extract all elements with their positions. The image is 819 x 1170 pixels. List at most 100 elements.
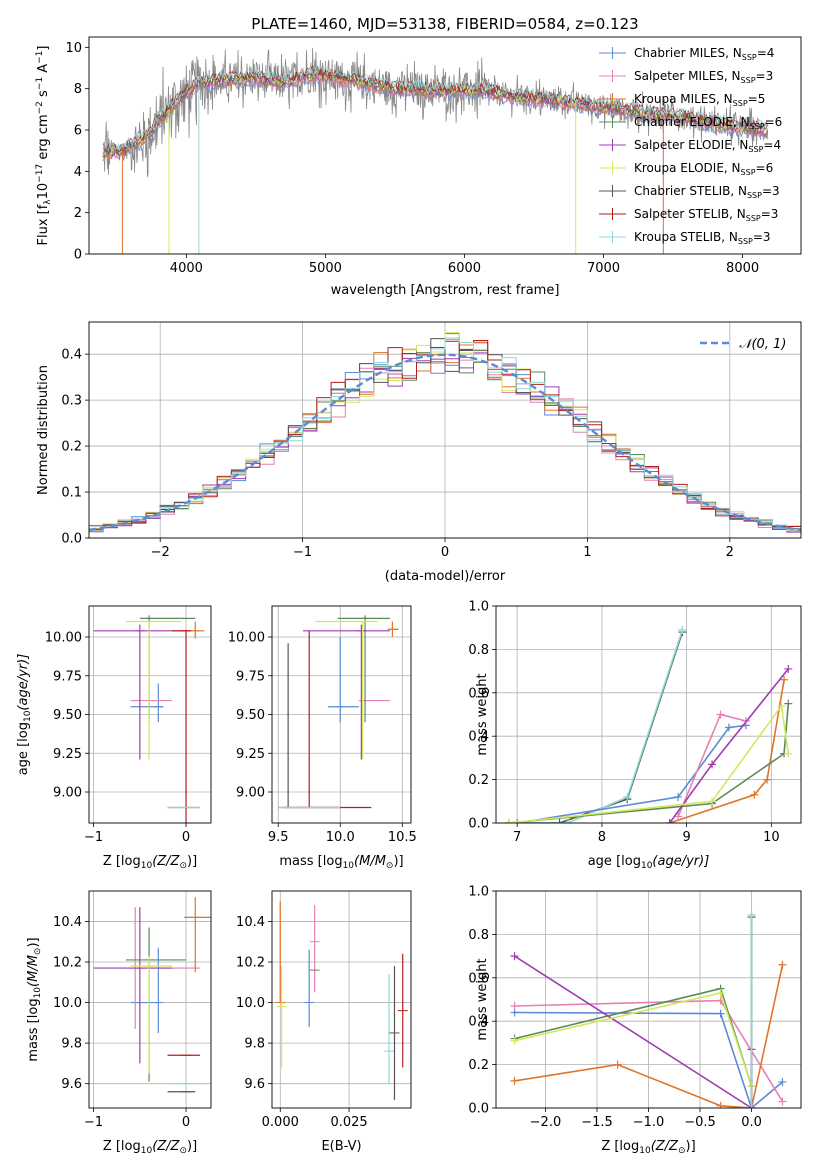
axes-frame [88,605,212,824]
x-axis-label: Z [log10(Z/Z⊙)] [601,1139,695,1156]
y-tick-label: 8 [74,82,82,97]
legend-sub: SSP [742,53,757,62]
label-part: −17 [35,164,45,183]
y-tick-label: 0.2 [468,1058,489,1073]
legend-n: =6 [765,115,783,129]
legend-name: Chabrier ELODIE, N [634,115,750,129]
axes-frame [88,321,802,539]
x-tick-label: −1 [293,545,312,560]
y-tick-label: 9.25 [236,747,265,762]
series-marker [623,792,632,801]
legend-entry: Salpeter MILES, NSSP=3 [634,69,773,85]
series-marker [778,960,787,969]
plot-area [504,625,793,823]
series-marker [716,988,725,997]
y-tick-label: 0.2 [61,440,82,455]
y-tick-label: 10.00 [45,631,82,646]
y-tick-label: 10.2 [53,955,82,970]
y-tick-label: 9.25 [53,747,82,762]
y-tick-label: 9.75 [53,669,82,684]
label-part: erg cm [36,114,51,163]
legend-entry: Salpeter ELODIE, NSSP=4 [634,138,781,154]
y-tick-label: 9.00 [236,786,265,801]
x-tick-label: 9.5 [268,830,289,845]
y-tick-label: 9.50 [53,708,82,723]
label-part: −2 [35,101,45,114]
series-marker [716,1101,725,1108]
x-tick-label: −2 [151,545,170,560]
series-marker [674,812,683,821]
y-axis-label: age [log10(age/yr)] [16,654,33,776]
legend-n: =3 [761,207,779,221]
y-tick-label: 10.2 [236,955,265,970]
y-tick-label: 9.8 [61,1037,82,1052]
label-part: 10 [639,1146,651,1156]
label-part: Flux [f [36,204,51,245]
series-marker [555,819,564,823]
legend-n: =4 [763,138,781,152]
y-axis-label: Flux [fλ10−17 erg cm−2 s−1 A−1] [35,46,53,246]
x-axis-label: age [log10(age/yr)] [588,854,710,871]
label-part: age [log [588,854,641,869]
x-tick-label: 0 [182,1115,190,1130]
series-marker [504,819,513,823]
y-tick-label: 10.0 [236,996,265,1011]
y-tick-label: 4 [74,165,82,180]
x-axis-label: Z [log10(Z/Z⊙)] [103,854,197,871]
mass-weight-vs-metallicity-panel: −2.0 −1.5 −1.0 −0.5 0.0 0.0 0.2 0.4 0.6 0.8 1.0 Z [… [468,885,802,1156]
series-marker [510,952,519,961]
label-part: 10 [141,1146,153,1156]
series-line-kroupa_elodie [514,992,753,1087]
label-part: mass [log [279,854,342,869]
y-tick-label: 0.2 [468,773,489,788]
histogram-chabrier_stelib [89,338,801,530]
series-marker [784,699,793,708]
series-marker [564,819,573,823]
series-line-chabrier_elodie [508,703,790,823]
legend-n: =3 [753,230,771,244]
x-tick-label: 0.025 [330,1115,367,1130]
y-tick-label: 1.0 [468,600,489,615]
axes-frame [495,890,802,1109]
x-axis-label: wavelength [Angstrom, rest frame] [331,283,560,298]
series-marker [777,701,786,710]
series-marker [784,664,793,673]
legend-name: Chabrier STELIB, N [634,184,747,198]
mass-vs-ebv-panel: 0.000 0.025 9.6 9.8 10.0 10.2 10.4 E(B-V) [236,890,412,1154]
x-tick-label: 6000 [448,261,481,276]
y-tick-label: 0.3 [61,394,82,409]
series-marker [510,1076,519,1085]
y-tick-label: 9.6 [244,1077,265,1092]
series-marker [708,797,717,806]
legend-sub: SSP [741,168,756,177]
series-marker [784,749,793,758]
label-part: (M/M [26,955,41,987]
y-tick-label: 0.0 [468,817,489,832]
label-part: 10 [33,987,43,999]
y-tick-label: 0.6 [468,971,489,986]
legend-entry: 𝒩(0, 1) [739,337,786,352]
y-axis-label: mass weight [475,958,490,1040]
y-tick-label: 0.8 [468,928,489,943]
y-tick-label: 1.0 [468,885,489,900]
x-tick-label: 4000 [170,261,203,276]
plot-area [93,897,211,1093]
x-tick-label: −0.5 [684,1115,716,1130]
legend-sub: SSP [738,237,753,246]
legend-n: =5 [748,92,766,106]
y-tick-label: 10.4 [53,915,82,930]
label-part: (Z/Z [651,1139,679,1154]
y-axis-label: mass [log10(M/M⊙)] [26,937,43,1061]
legend-name: Kroupa ELODIE, N [634,161,741,175]
series-marker [763,775,772,784]
label-part: −1 [35,51,45,64]
series-marker [750,790,759,799]
label-part: Z [log [103,854,141,869]
series-line-kroupa_stelib [508,629,684,823]
legend-name: Salpeter STELIB, N [634,207,746,221]
series-marker [716,1009,725,1018]
plot-area [102,47,768,254]
